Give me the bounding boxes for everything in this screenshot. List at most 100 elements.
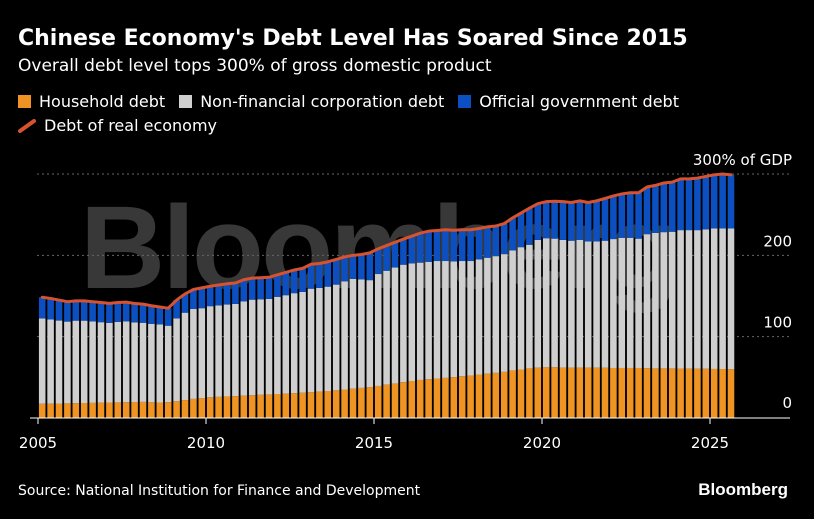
corporate-bar <box>282 295 290 394</box>
household-bar <box>248 395 256 418</box>
legend-label-real-economy: Debt of real economy <box>44 116 218 135</box>
household-bar <box>190 398 197 418</box>
corporate-bar <box>248 299 256 396</box>
household-bar <box>55 403 63 418</box>
corporate-bar <box>710 228 718 369</box>
government-bar <box>526 208 533 245</box>
government-bar <box>576 200 584 240</box>
government-bar <box>257 277 264 300</box>
government-bar <box>668 182 676 232</box>
household-bar <box>358 387 365 418</box>
government-bar <box>274 274 281 297</box>
corporate-bar <box>38 318 46 404</box>
household-bar <box>47 403 54 418</box>
corporate-bar <box>660 232 668 369</box>
household-bar <box>593 367 600 418</box>
government-bar <box>307 264 315 289</box>
bar-group <box>38 174 735 418</box>
household-bar <box>719 369 726 418</box>
corporate-bar <box>307 288 315 393</box>
corporate-bar <box>694 230 701 369</box>
government-bar <box>559 201 567 240</box>
government-bar <box>492 226 500 257</box>
corporate-bar <box>719 228 726 370</box>
government-bar <box>652 185 659 233</box>
corporate-bar <box>274 296 281 395</box>
corporate-bar <box>341 281 348 390</box>
government-bar <box>139 304 147 323</box>
corporate-bar <box>232 303 239 397</box>
corporate-bar <box>89 321 96 403</box>
household-bar <box>215 396 222 418</box>
household-bar <box>702 368 710 418</box>
government-bar <box>89 301 96 322</box>
government-bar <box>248 278 256 300</box>
corporate-bar <box>190 309 197 399</box>
household-bar <box>206 397 214 418</box>
household-bar <box>500 371 508 418</box>
government-bar <box>416 233 424 263</box>
government-swatch <box>458 95 472 108</box>
household-bar <box>89 402 96 418</box>
corporate-bar <box>64 321 71 404</box>
corporate-bar <box>164 325 172 403</box>
government-bar <box>349 255 357 279</box>
corporate-bar <box>668 231 676 369</box>
corporate-bar <box>332 284 340 391</box>
corporate-bar <box>601 240 609 368</box>
corporate-bar <box>509 250 516 371</box>
government-bar <box>47 298 54 320</box>
government-bar <box>694 178 701 231</box>
household-bar <box>685 368 693 418</box>
government-bar <box>38 297 46 319</box>
legend-item-corporate: Non-financial corporation debt <box>179 92 444 111</box>
corporate-bar <box>374 274 382 386</box>
government-bar <box>442 229 449 262</box>
household-bar <box>568 367 575 418</box>
government-bar <box>358 254 365 280</box>
household-bar <box>38 403 46 418</box>
government-bar <box>341 256 348 282</box>
government-bar <box>97 302 105 323</box>
household-bar <box>366 387 374 418</box>
government-bar <box>190 289 197 310</box>
government-bar <box>290 269 298 294</box>
corporate-bar <box>551 238 558 368</box>
household-bar <box>710 368 718 418</box>
household-bar <box>374 385 382 418</box>
corporate-bar <box>727 228 735 370</box>
household-bar <box>458 376 466 418</box>
government-bar <box>240 279 248 302</box>
government-bar <box>366 252 374 281</box>
household-swatch <box>18 95 31 108</box>
household-bar <box>652 368 659 418</box>
household-bar <box>442 377 449 418</box>
government-bar <box>265 277 273 299</box>
household-bar <box>559 367 567 418</box>
corporate-bar <box>635 238 642 368</box>
corporate-bar <box>475 259 483 375</box>
household-bar <box>416 379 424 418</box>
household-bar <box>509 370 516 418</box>
corporate-bar <box>702 229 710 369</box>
government-bar <box>374 248 382 275</box>
corporate-bar <box>484 257 491 374</box>
government-bar <box>383 245 390 271</box>
corporate-bar <box>643 234 651 369</box>
corporate-bar <box>408 263 416 381</box>
source-note: Source: National Institution for Finance… <box>18 483 421 499</box>
household-bar <box>122 402 130 418</box>
government-bar <box>215 285 222 306</box>
corporate-bar <box>517 247 525 370</box>
corporate-bar <box>576 239 584 368</box>
corporate-bar <box>526 244 533 369</box>
government-bar <box>568 202 575 241</box>
household-bar <box>660 368 668 418</box>
government-bar <box>584 202 592 242</box>
y-tick-label: 100 <box>763 314 792 332</box>
household-bar <box>492 372 500 418</box>
axes-group: 0 100 200 300% of GDP 2005 2010 2015 2020 2025 <box>19 151 792 452</box>
government-bar <box>677 178 684 231</box>
government-bar <box>164 308 172 326</box>
